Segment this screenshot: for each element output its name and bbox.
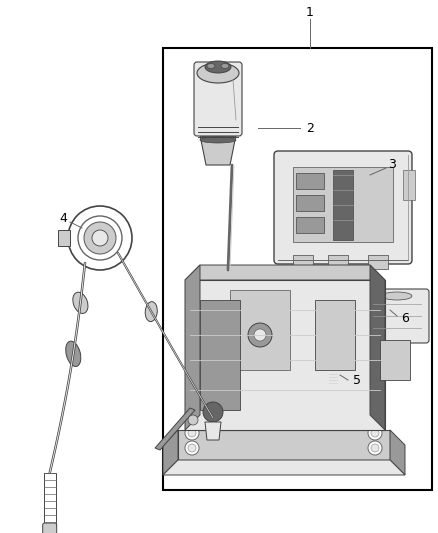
Bar <box>230 290 290 370</box>
Bar <box>293 167 393 242</box>
Bar <box>163 48 432 490</box>
Bar <box>403 170 415 200</box>
Text: 6: 6 <box>401 311 409 325</box>
Circle shape <box>188 429 196 437</box>
Polygon shape <box>390 430 405 475</box>
Polygon shape <box>185 265 200 430</box>
Circle shape <box>371 429 379 437</box>
Bar <box>315 300 355 370</box>
Bar <box>200 300 240 410</box>
Ellipse shape <box>145 302 157 321</box>
Ellipse shape <box>324 363 342 373</box>
Circle shape <box>185 441 199 455</box>
Ellipse shape <box>205 61 231 73</box>
Bar <box>296 195 324 211</box>
Polygon shape <box>185 265 385 280</box>
Circle shape <box>368 441 382 455</box>
Bar <box>293 255 313 269</box>
Text: 2: 2 <box>306 122 314 134</box>
Ellipse shape <box>221 63 229 69</box>
Circle shape <box>185 426 199 440</box>
Text: 3: 3 <box>388 158 396 172</box>
Circle shape <box>188 444 196 452</box>
Circle shape <box>254 329 266 341</box>
Circle shape <box>368 426 382 440</box>
Bar <box>380 340 410 380</box>
Polygon shape <box>163 430 178 475</box>
Bar <box>44 473 56 528</box>
Ellipse shape <box>73 292 88 313</box>
Circle shape <box>92 230 108 246</box>
Text: 4: 4 <box>59 212 67 224</box>
Circle shape <box>371 444 379 452</box>
Polygon shape <box>178 430 390 460</box>
Polygon shape <box>155 408 195 450</box>
Bar <box>333 170 353 240</box>
Ellipse shape <box>200 137 236 143</box>
Circle shape <box>84 222 116 254</box>
Polygon shape <box>370 265 385 430</box>
FancyBboxPatch shape <box>42 523 57 533</box>
Ellipse shape <box>200 127 236 133</box>
Ellipse shape <box>197 63 239 83</box>
Polygon shape <box>200 135 236 165</box>
Ellipse shape <box>382 292 412 300</box>
Polygon shape <box>185 280 385 430</box>
Text: 5: 5 <box>353 374 361 386</box>
Ellipse shape <box>213 430 231 440</box>
Polygon shape <box>205 422 221 440</box>
FancyBboxPatch shape <box>274 151 412 264</box>
Bar <box>296 173 324 189</box>
Circle shape <box>203 402 223 422</box>
Polygon shape <box>163 460 405 475</box>
Ellipse shape <box>200 132 236 138</box>
Bar <box>58 230 70 246</box>
Bar <box>368 255 388 269</box>
Circle shape <box>248 323 272 347</box>
FancyBboxPatch shape <box>365 289 429 343</box>
Ellipse shape <box>207 63 215 69</box>
Bar <box>296 217 324 233</box>
Circle shape <box>188 415 198 425</box>
Bar <box>360 300 370 322</box>
FancyBboxPatch shape <box>194 62 242 136</box>
Bar <box>328 255 348 269</box>
Ellipse shape <box>66 341 81 367</box>
Bar <box>329 371 337 387</box>
Bar <box>218 438 226 454</box>
Text: 1: 1 <box>306 5 314 19</box>
